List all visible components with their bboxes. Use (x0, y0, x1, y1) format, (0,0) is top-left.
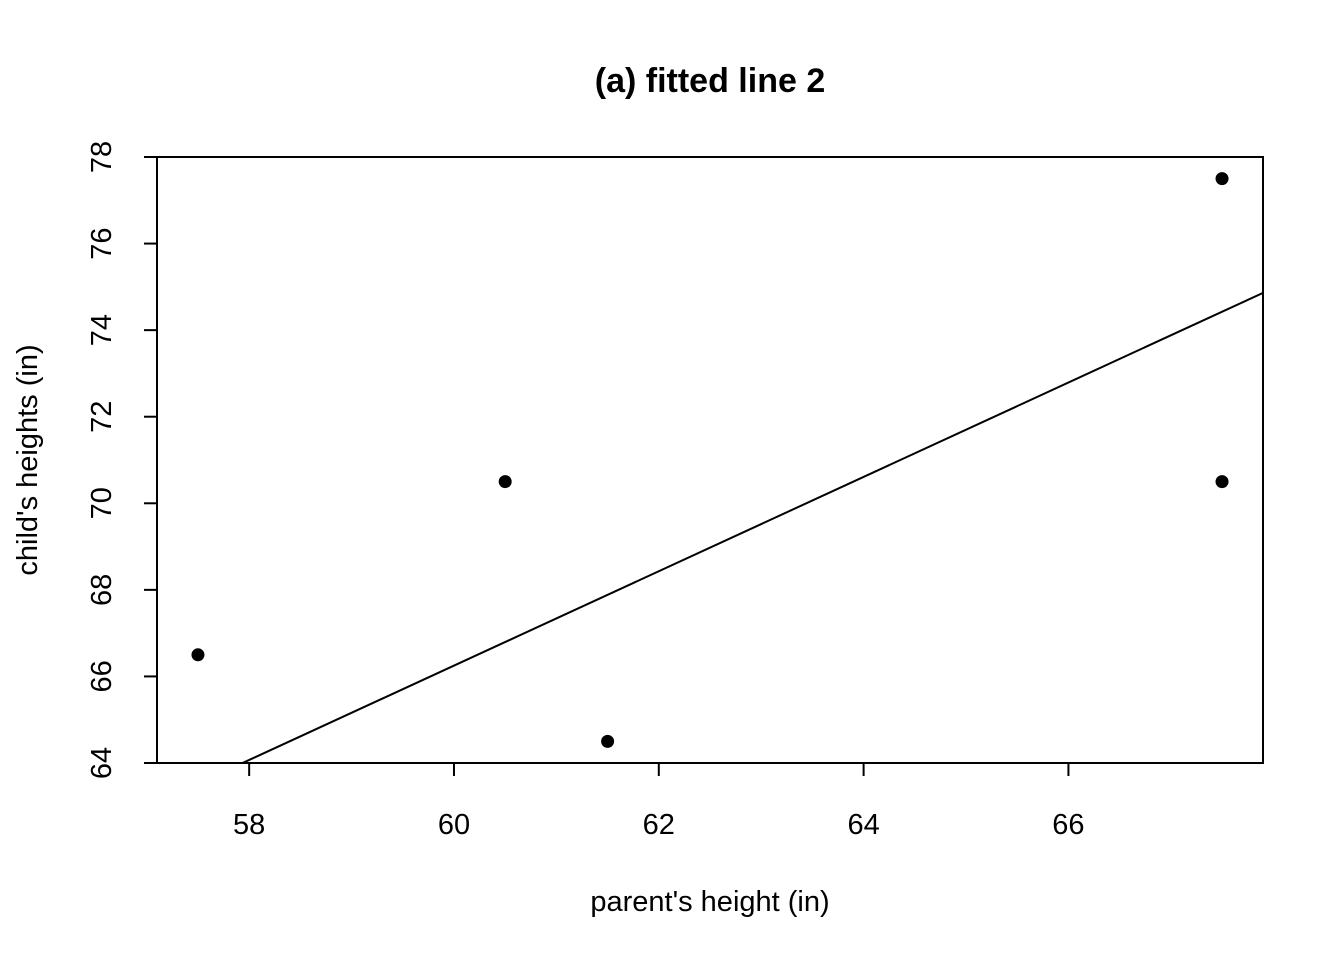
x-tick-label: 58 (233, 809, 265, 841)
x-axis-label: parent's height (in) (590, 886, 829, 918)
x-axis: 58 60 62 64 66 (233, 762, 1085, 841)
x-tick-label: 62 (643, 809, 675, 841)
fitted-line-layer (240, 291, 1263, 763)
x-tick-label: 66 (1052, 809, 1084, 841)
fitted-line (240, 291, 1263, 763)
x-tick-label: 64 (847, 809, 879, 841)
y-tick-label: 64 (86, 747, 118, 779)
data-point (601, 734, 615, 748)
y-axis: 64 66 68 70 72 74 76 78 (86, 141, 158, 779)
x-tick-label: 60 (438, 809, 470, 841)
y-tick-label: 70 (86, 487, 118, 519)
data-points (191, 172, 1229, 748)
chart-title: (a) fitted line 2 (595, 62, 825, 100)
data-point (1215, 475, 1229, 489)
plot-frame (156, 156, 1264, 764)
y-tick-label: 68 (86, 574, 118, 606)
y-tick-label: 72 (86, 401, 118, 433)
y-tick-label: 74 (86, 314, 118, 346)
y-axis-label: child's heights (in) (12, 344, 44, 575)
y-tick-label: 76 (86, 227, 118, 259)
data-point (1215, 172, 1229, 186)
y-tick-label: 66 (86, 660, 118, 692)
data-point (191, 648, 205, 662)
data-point (498, 475, 512, 489)
y-tick-label: 78 (86, 141, 118, 173)
